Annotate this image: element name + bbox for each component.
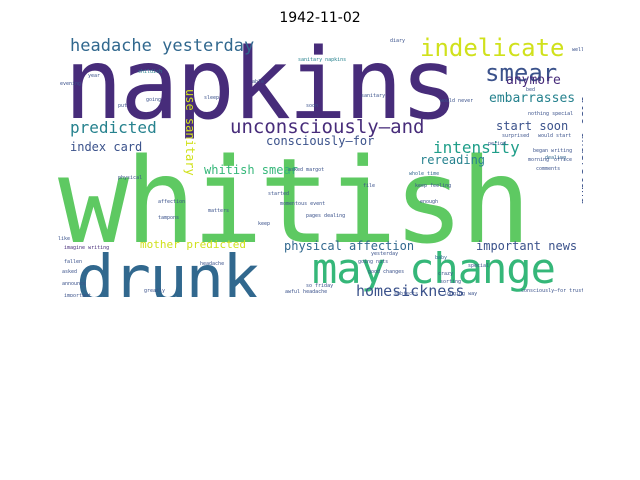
word-consciously-for: consciously—for <box>266 134 375 148</box>
word-soon: soon <box>306 103 319 109</box>
word-predicted: predicted <box>70 118 157 137</box>
word-whitish: whitish <box>58 132 531 270</box>
word-physical-affection: physical affection <box>284 239 415 253</box>
word-drunk: drunk <box>76 243 261 297</box>
word-would-start: would start <box>538 133 572 139</box>
word-comments: comments <box>536 166 561 172</box>
word-nothing-special: nothing special <box>528 111 574 117</box>
word-office: office <box>554 157 573 163</box>
word-special: special <box>468 263 490 269</box>
word-cloud: napkins whitish drunk may change headach… <box>58 34 583 297</box>
word-indelicate: indelicate <box>420 34 565 62</box>
word-started: started <box>268 191 290 197</box>
word-surprised: surprised <box>502 133 530 139</box>
word-year: year <box>88 73 101 79</box>
word-matters: matters <box>208 208 230 214</box>
word-napkins: napkins <box>64 34 459 142</box>
word-anymore: anymore <box>506 73 561 88</box>
word-also-understand: also understand <box>579 96 583 205</box>
word-morning: morning <box>528 157 550 163</box>
word-homesickness: homesickness <box>356 282 465 298</box>
word-childish: childish <box>138 69 163 75</box>
word-rereading: rereading <box>420 153 486 167</box>
word-momentous-event: momentous event <box>280 201 326 207</box>
word-headache: headache <box>200 261 225 267</box>
word-important-news: important news <box>476 239 578 253</box>
word-index-card: index card <box>70 140 143 154</box>
word-sorting: sorting <box>440 279 462 285</box>
word-asked: asked <box>62 269 78 275</box>
word-good-changes: good changes <box>368 269 405 275</box>
word-tampons: tampons <box>158 215 180 221</box>
word-keep-feeling: keep feeling <box>415 183 452 189</box>
word-asked-margot: asked margot <box>288 167 325 173</box>
word-sanitary: sanitary <box>361 93 386 99</box>
word-sanitary-napkins: sanitary napkins <box>298 57 347 63</box>
word-put: put <box>118 103 128 109</box>
word-enough: enough <box>420 199 439 205</box>
word-greatly: greatly <box>144 288 166 294</box>
word-important: important <box>64 293 92 298</box>
word-sleep: sleep <box>204 95 220 101</box>
word-unconsciously-and: unconsciously—and <box>230 116 425 138</box>
word-dealing: dealing <box>545 155 567 161</box>
word-so-friday: so friday <box>306 283 334 289</box>
word-crazy: crazy <box>438 271 454 277</box>
word-fallen: fallen <box>64 259 83 265</box>
word-like: like <box>58 236 71 242</box>
word-start-soon: start soon <box>496 119 569 133</box>
word-evening: evening <box>60 81 82 87</box>
word-consciously-for-trust: consciously—for trust <box>521 288 583 294</box>
word-affection: affection <box>158 199 186 205</box>
word-would-never: would never <box>440 98 474 104</box>
word-period: period <box>488 141 507 147</box>
word-use-sanitary: use sanitary <box>183 89 197 176</box>
word-bed: bed <box>526 87 536 93</box>
word-headache-yesterday: headache yesterday <box>70 36 255 56</box>
word-intensity: intensity <box>433 138 520 157</box>
word-going-nuts: going nuts <box>358 259 389 265</box>
word-diary: diary <box>390 38 406 44</box>
word-announce: announce <box>62 281 87 287</box>
chart-title: 1942-11-02 <box>279 10 361 26</box>
word-subjects: subjects <box>394 291 419 297</box>
word-mother-predicted: mother predicted <box>140 238 246 251</box>
word-pages-dealing: pages dealing <box>306 213 346 219</box>
word-whitish-smear: whitish smear <box>204 163 298 177</box>
word-able: able <box>252 79 265 85</box>
word-may-change: may change <box>312 244 556 293</box>
word-file: file <box>363 183 376 189</box>
word-well: well <box>572 47 583 53</box>
word-embarrasses: embarrasses <box>489 91 576 106</box>
word-awful-headache: awful headache <box>285 289 328 295</box>
word-baby: baby <box>435 255 448 261</box>
word-physical: physical <box>118 175 143 181</box>
word-keep: keep <box>258 221 271 227</box>
word-yesterday: yesterday <box>371 251 399 257</box>
word-smear: smear <box>485 59 558 87</box>
word-imagine-writing: imagine writing <box>64 245 110 251</box>
word-began-writing: began writing <box>533 148 573 154</box>
word-longing-way: longing way <box>444 291 478 297</box>
word-whole-time: whole time <box>409 171 440 177</box>
word-going: going <box>146 97 162 103</box>
